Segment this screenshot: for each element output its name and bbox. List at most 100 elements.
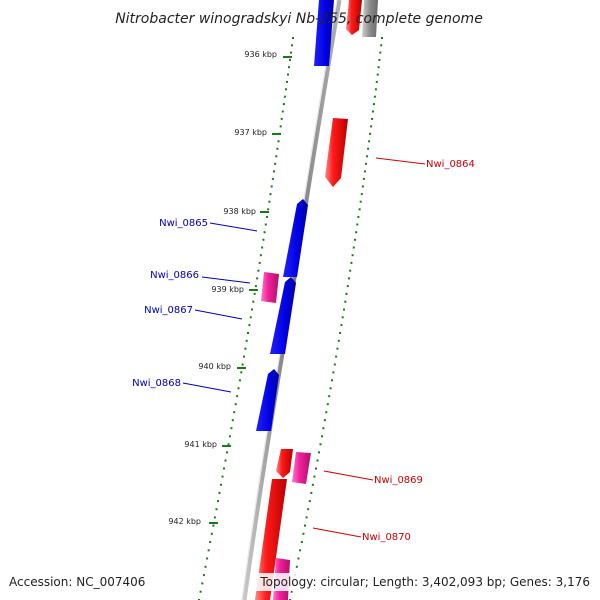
gene-nwi-0869-red[interactable] — [276, 449, 293, 478]
outer-track-dot — [307, 508, 310, 511]
outer-track-dot — [290, 590, 293, 593]
gene-label-nwi-0868[interactable]: Nwi_0868 — [132, 378, 181, 389]
inner-track-dot — [207, 549, 210, 552]
outer-track-dot — [371, 117, 374, 120]
label-leaders — [182, 157, 426, 538]
inner-track-dot — [259, 254, 262, 257]
inner-track-dot — [271, 177, 274, 180]
inner-track-dot — [287, 73, 289, 76]
outer-track-dot — [379, 51, 382, 54]
outer-track-dot — [302, 532, 305, 535]
inner-track-dot — [233, 411, 236, 414]
outer-track-dot — [333, 363, 336, 366]
footer-accession: Accession: NC_007406 — [9, 575, 145, 589]
inner-track-dot — [230, 427, 233, 430]
genome-title: Nitrobacter winogradskyi Nb-255, complet… — [115, 11, 483, 27]
outer-track-dot — [313, 475, 316, 478]
outer-track-dot — [367, 147, 370, 150]
inner-track-dot — [267, 208, 270, 211]
gene-top-red[interactable] — [346, 0, 362, 35]
inner-track-dot — [261, 246, 264, 249]
outer-track-dot — [378, 58, 381, 61]
outer-track-dot — [352, 246, 355, 249]
gene-label-nwi-0865[interactable]: Nwi_0865 — [159, 218, 208, 229]
gene-nwi-0863[interactable] — [314, 0, 334, 66]
inner-track-dot — [248, 324, 251, 327]
outer-track-dot — [375, 80, 378, 83]
leader-nwi-0867 — [194, 309, 243, 320]
gene-label-nwi-0864[interactable]: Nwi_0864 — [426, 159, 475, 170]
gene-label-nwi-0866[interactable]: Nwi_0866 — [150, 270, 199, 281]
scale-label-936: 936 kbp — [244, 50, 277, 59]
inner-track-dot — [289, 58, 291, 61]
outer-track-dot — [319, 443, 322, 446]
inner-track-dot — [282, 103, 285, 106]
outer-track-dot — [311, 483, 314, 486]
inner-track-dot — [264, 223, 267, 226]
scale-label-939: 939 kbp — [211, 285, 244, 294]
gene-label-nwi-0869[interactable]: Nwi_0869 — [374, 475, 423, 486]
inner-track-dot — [245, 339, 248, 342]
leader-nwi-0866 — [201, 276, 251, 284]
outer-track-dot — [339, 332, 342, 334]
scale-ticks — [209, 56, 292, 524]
outer-track-dot — [315, 467, 317, 470]
gene-nwi-0868[interactable] — [256, 369, 279, 431]
outer-track-dot — [373, 95, 376, 98]
gene-nwi-0866[interactable] — [261, 272, 279, 303]
outer-track-dot — [370, 125, 373, 128]
inner-track-dot — [249, 316, 252, 319]
gene-nwi-0870[interactable] — [255, 479, 287, 600]
outer-track-dot — [310, 491, 313, 494]
outer-track-dot — [335, 355, 338, 358]
inner-track-dot — [220, 483, 222, 486]
outer-track-dot — [362, 177, 365, 180]
leader-nwi-0864 — [375, 157, 426, 165]
outer-track-dot — [328, 395, 331, 398]
inner-track-dot — [288, 66, 290, 69]
inner-track-dot — [270, 185, 273, 188]
inner-track-dot — [266, 215, 268, 218]
outer-dotted-track — [289, 37, 383, 600]
inner-dotted-track — [198, 37, 294, 600]
outer-track-dot — [372, 110, 374, 113]
gene-label-nwi-0870[interactable]: Nwi_0870 — [362, 532, 411, 543]
tick-939 — [249, 289, 258, 291]
inner-track-dot — [274, 162, 277, 165]
inner-track-dot — [247, 332, 249, 334]
inner-track-dot — [268, 200, 271, 203]
scale-label-941: 941 kbp — [184, 440, 217, 449]
outer-track-dot — [364, 170, 366, 173]
inner-track-dot — [269, 193, 272, 196]
gene-nwi-0864[interactable] — [325, 118, 348, 187]
inner-track-dot — [202, 574, 205, 577]
outer-track-dot — [345, 292, 348, 295]
gene-nwi-0869[interactable] — [292, 452, 311, 484]
outer-track-dot — [377, 66, 380, 69]
inner-track-dot — [218, 491, 221, 494]
gene-nwi-0867[interactable] — [270, 277, 296, 354]
outer-track-dot — [326, 403, 329, 406]
outer-track-dot — [366, 155, 369, 158]
leader-nwi-0870 — [312, 527, 362, 538]
outer-track-dot — [381, 37, 383, 39]
inner-track-dot — [251, 308, 253, 311]
leader-nwi-0868 — [182, 382, 232, 393]
inner-track-dot — [262, 238, 265, 241]
gene-label-nwi-0867[interactable]: Nwi_0867 — [144, 305, 193, 316]
footer-accession-bg — [6, 573, 151, 591]
reverse-strand-genes — [256, 0, 334, 431]
inner-track-dot — [263, 231, 266, 234]
outer-track-dot — [348, 277, 350, 280]
outer-track-dot — [369, 132, 372, 135]
outer-track-dot — [354, 238, 356, 241]
outer-track-dot — [349, 269, 352, 272]
inner-track-dot — [217, 500, 219, 503]
inner-track-dot — [254, 285, 257, 288]
gene-top-gray[interactable] — [362, 0, 378, 37]
outer-track-dot — [297, 557, 300, 560]
outer-track-dot — [351, 254, 354, 257]
gene-nwi-0865[interactable] — [283, 199, 308, 277]
inner-track-dot — [286, 80, 288, 83]
